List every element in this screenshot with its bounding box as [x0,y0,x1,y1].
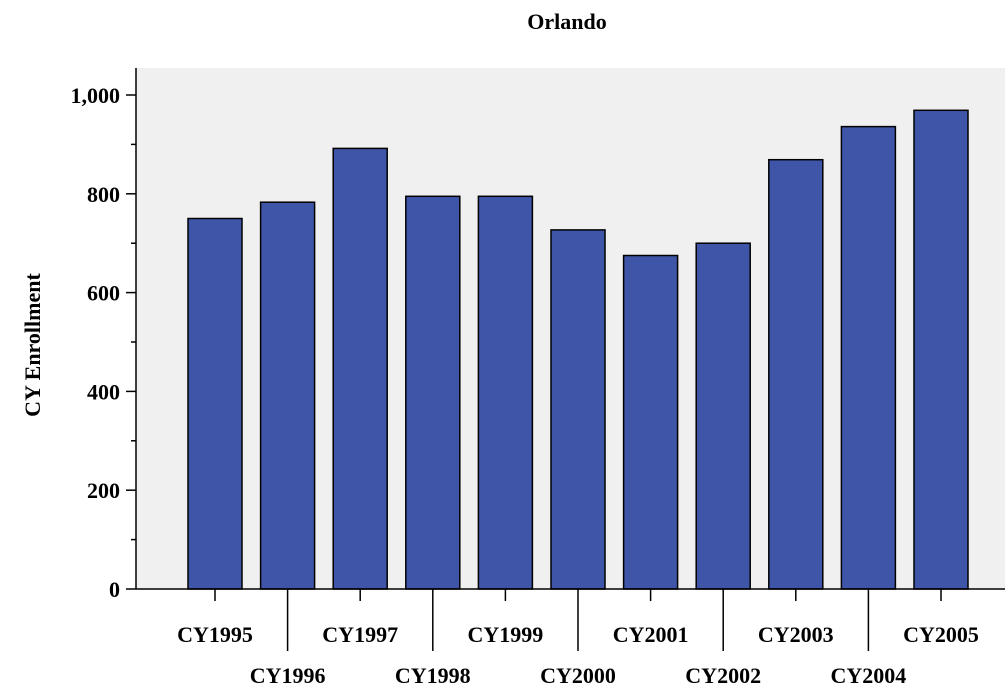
x-category-label: CY1996 [250,663,326,688]
bar-cy1996 [259,201,316,590]
bar-cy2003 [768,158,824,590]
bar-cy2004 [840,125,897,590]
bars-layer [187,109,969,590]
x-category-label: CY2002 [685,663,761,688]
y-tick-label: 1,000 [71,83,121,108]
bar-cy2000 [550,229,606,590]
bar-cy2005 [913,109,969,590]
x-category-label: CY2000 [540,663,616,688]
x-axis-ticks: CY1995 CY1996 CY1997 CY1998 CY1999 CY2000 CY20… [177,589,979,688]
axes-layer [135,68,1005,590]
bar-cy1995 [187,217,243,590]
bar-cy1998 [405,195,461,590]
y-tick-label: 0 [109,577,120,602]
x-category-label: CY1999 [468,622,544,647]
y-axis-ticks: 0 200 400 600 800 1,000 [71,83,136,602]
x-category-label: CY2001 [613,622,689,647]
y-tick-label: 400 [87,379,120,404]
x-category-label: CY2004 [831,663,907,688]
y-tick-label: 200 [87,478,120,503]
x-category-label: CY1998 [395,663,471,688]
y-tick-label: 800 [87,182,120,207]
y-axis-label: CY Enrollment [20,273,45,417]
x-category-label: CY1997 [322,622,398,647]
bar-cy2002 [695,242,751,590]
chart-title: Orlando [527,9,606,34]
bar-cy1997 [332,147,388,590]
y-tick-label: 600 [87,281,120,306]
x-category-label: CY2005 [903,622,979,647]
x-category-label: CY1995 [177,622,253,647]
bar-cy2001 [622,254,679,590]
bar-cy1999 [477,195,534,590]
x-category-label: CY2003 [758,622,834,647]
